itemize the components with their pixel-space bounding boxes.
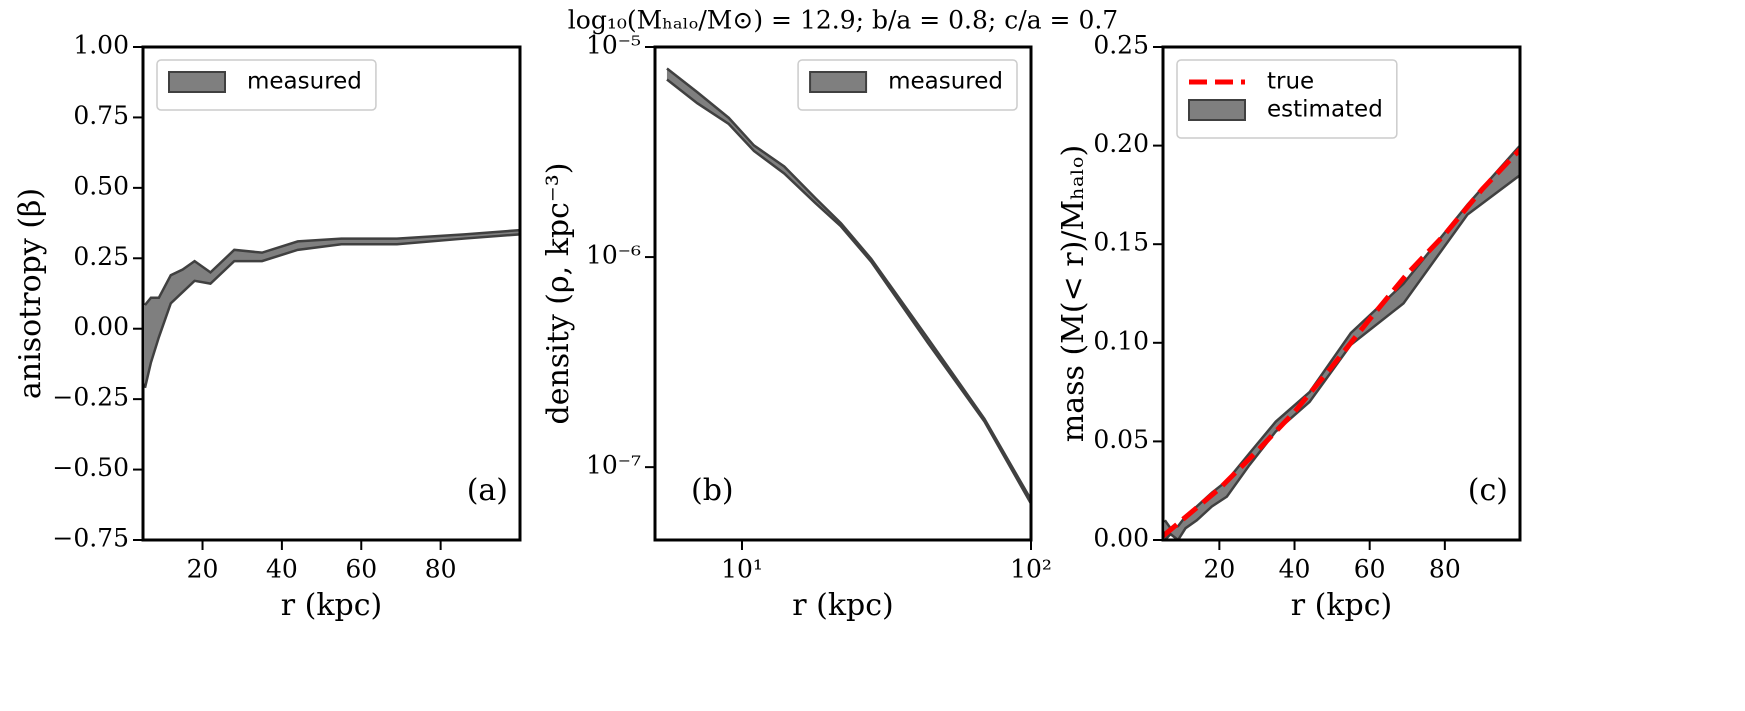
band-lower-edge (1163, 174, 1520, 540)
legend: measured (156, 59, 377, 111)
legend-label: measured (247, 69, 362, 95)
x-axis-label: r (kpc) (281, 588, 382, 623)
legend-swatch (1188, 99, 1246, 121)
x-tick-label: 10² (1010, 555, 1052, 584)
panel-label: (c) (1468, 473, 1508, 508)
y-tick-label: 0.00 (73, 312, 129, 341)
y-tick-label: 0.20 (1093, 129, 1149, 158)
band-upper-edge (1163, 144, 1520, 530)
x-tick-label: 40 (1279, 555, 1311, 584)
x-tick-label: 60 (345, 555, 377, 584)
y-tick-label: −0.25 (52, 383, 129, 412)
band-upper-edge (666, 67, 1031, 501)
plot-area (666, 67, 1031, 505)
x-axis-label: r (kpc) (1291, 588, 1392, 623)
legend-label: estimated (1267, 97, 1383, 123)
y-tick-label: 0.10 (1093, 326, 1149, 355)
axes-frame (141, 45, 522, 542)
y-axis-label: anisotropy (β) (13, 188, 48, 399)
legend-swatch (809, 71, 868, 93)
axes-frame (653, 45, 1033, 542)
y-tick-label: 10⁻⁷ (586, 451, 641, 480)
x-tick-label: 10¹ (721, 555, 763, 584)
plot-area (143, 228, 520, 389)
x-axis-label: r (kpc) (792, 588, 893, 623)
y-tick-label: 0.25 (73, 242, 129, 271)
band-lower-edge (666, 78, 1031, 505)
x-tick-label: 80 (425, 555, 457, 584)
x-tick-label: 20 (187, 555, 219, 584)
legend-swatch (168, 71, 226, 93)
legend: measured (797, 59, 1018, 111)
y-tick-label: 0.05 (1093, 425, 1149, 454)
figure-title: log₁₀(Mₕₐₗₒ/M⊙) = 12.9; b/a = 0.8; c/a =… (568, 6, 1118, 35)
y-tick-label: 0.75 (73, 101, 129, 130)
band-upper-edge (144, 228, 520, 306)
x-tick-label: 40 (266, 555, 298, 584)
x-tick-label: 60 (1354, 555, 1386, 584)
x-tick-label: 80 (1429, 555, 1461, 584)
band-fill (144, 230, 520, 388)
y-tick-label: 10⁻⁶ (586, 241, 641, 270)
y-tick-label: −0.75 (52, 524, 129, 553)
legend-label: true (1267, 69, 1314, 95)
band-lower-edge (143, 233, 520, 389)
y-tick-label: 0.50 (73, 171, 129, 200)
panel-label: (a) (467, 473, 508, 508)
y-tick-label: 1.00 (73, 31, 129, 60)
legend-label: measured (888, 69, 1003, 95)
panel-label: (b) (691, 473, 734, 508)
y-tick-label: 0.15 (1093, 228, 1149, 257)
plot-area (1163, 144, 1520, 540)
y-tick-label: −0.50 (52, 453, 129, 482)
y-tick-label: 0.00 (1093, 524, 1149, 553)
axes-frame (1161, 45, 1522, 542)
band-fill (666, 68, 1031, 504)
line (1163, 147, 1520, 538)
y-axis-label: density (ρ, kpc⁻³) (541, 163, 576, 425)
y-tick-label: 10⁻⁵ (586, 31, 641, 60)
x-tick-label: 20 (1203, 555, 1235, 584)
y-tick-label: 0.25 (1093, 31, 1149, 60)
y-axis-label: mass (M(< r)/Mₕₐₗₒ) (1056, 145, 1091, 442)
